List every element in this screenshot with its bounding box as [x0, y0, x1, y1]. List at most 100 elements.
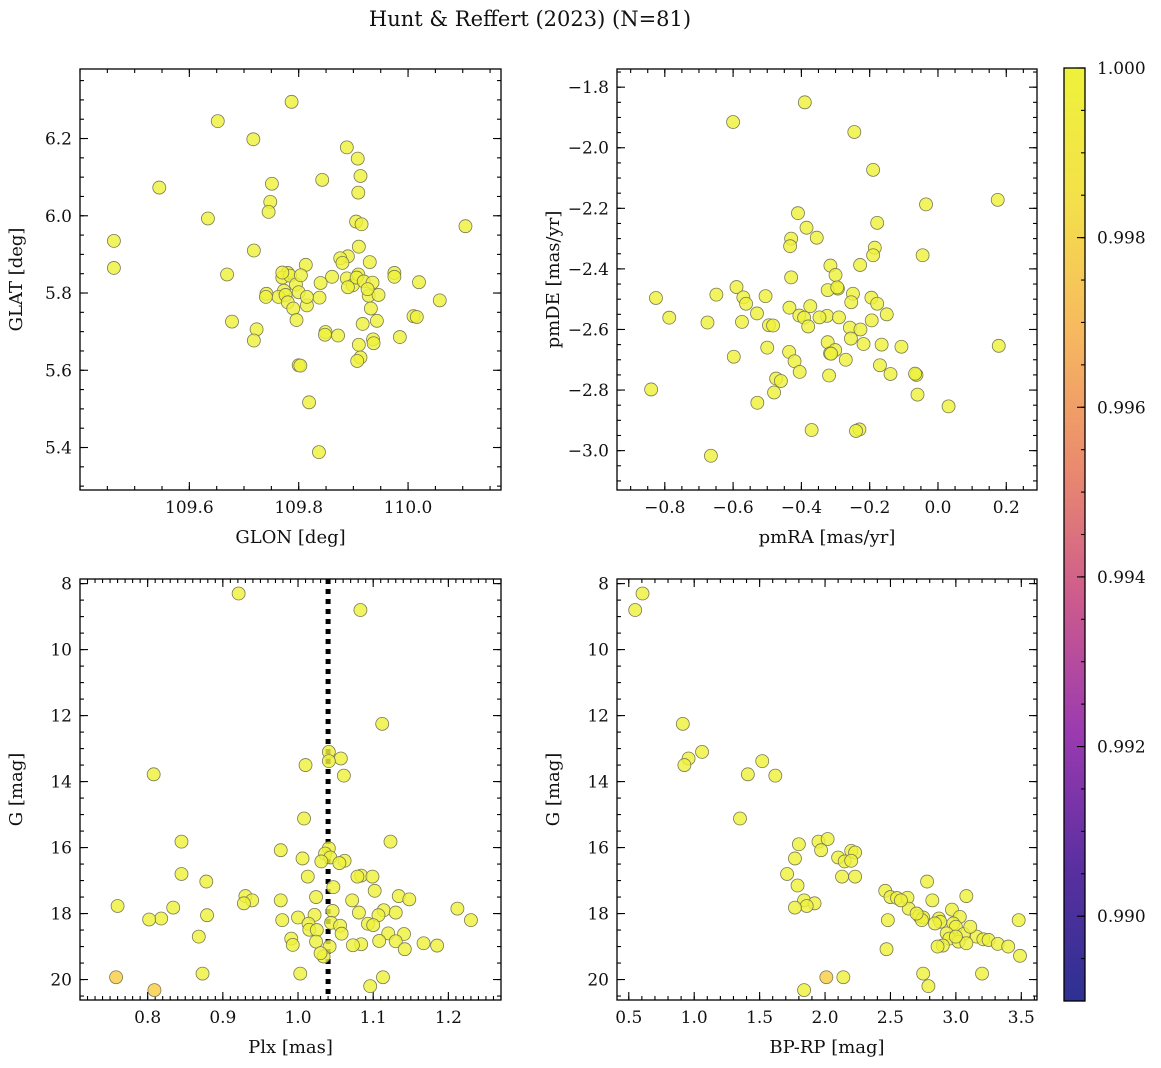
- data-point: [832, 310, 846, 325]
- data-point: [782, 300, 797, 315]
- x-tick-label: 1.5: [746, 1008, 773, 1028]
- data-point: [366, 918, 381, 933]
- data-point: [853, 322, 868, 337]
- data-point: [797, 95, 812, 110]
- y-tick-label: 12: [587, 707, 609, 727]
- data-point: [704, 448, 718, 463]
- data-point: [916, 966, 931, 981]
- data-point: [383, 834, 398, 849]
- data-point: [822, 368, 836, 383]
- panel-pm: −0.8 −0.6 −0.4 −0.2 0.0 0.2 −3.0 −2.8 −2.6 −2.4 −2…: [543, 68, 1038, 548]
- data-point: [1011, 913, 1026, 928]
- data-point: [990, 192, 1005, 207]
- data-point: [174, 834, 189, 849]
- data-point: [930, 939, 945, 954]
- data-point: [315, 172, 330, 187]
- y-tick-label: 5.8: [45, 284, 72, 304]
- data-point: [388, 934, 403, 949]
- colorbar-tick-label: 0.990: [1097, 907, 1146, 927]
- axes-frame: [79, 578, 502, 1001]
- data-point: [372, 934, 387, 948]
- data-point: [941, 399, 956, 414]
- data-point: [312, 290, 327, 305]
- y-tick-label: 16: [587, 839, 609, 859]
- data-point: [284, 94, 299, 109]
- data-point: [844, 853, 859, 868]
- data-point: [300, 869, 315, 884]
- x-tick-label: 2.5: [877, 1008, 904, 1028]
- y-axis-label: GLAT [deg]: [6, 228, 27, 332]
- colorbar-tick-label: 1.000: [1097, 59, 1146, 79]
- data-point: [351, 239, 366, 254]
- data-point: [801, 319, 816, 334]
- x-tick-label: 0.0: [924, 498, 951, 518]
- data-point: [365, 869, 380, 884]
- data-point: [298, 758, 313, 772]
- data-point: [430, 938, 444, 953]
- x-tick-label: 3.5: [1008, 1008, 1035, 1028]
- data-point: [325, 904, 340, 918]
- x-tick-label: 0.5: [615, 1008, 642, 1028]
- data-point: [788, 851, 802, 866]
- data-point: [919, 197, 933, 212]
- data-point: [635, 586, 650, 601]
- data-point: [352, 905, 366, 920]
- data-point: [360, 282, 375, 297]
- y-tick-label: 16: [50, 839, 72, 859]
- data-point: [959, 936, 974, 951]
- y-tick-label: 18: [50, 905, 72, 925]
- data-point: [925, 893, 940, 908]
- data-point: [894, 893, 908, 908]
- panel-plx-g: 0.8 0.9 1.0 1.1 1.2 8 10 12 14 16 18 20 Plx [mas] G […: [6, 575, 502, 1058]
- data-point: [799, 899, 814, 913]
- y-tick-label: −3.0: [568, 442, 609, 462]
- data-point: [828, 268, 843, 282]
- data-point: [844, 295, 859, 310]
- x-tick-label: 1.0: [681, 1008, 708, 1028]
- data-point: [628, 603, 643, 617]
- data-point: [273, 893, 288, 908]
- data-point: [662, 310, 677, 325]
- data-point: [709, 287, 724, 302]
- data-point: [341, 280, 355, 295]
- colorbar-frame: [1063, 67, 1086, 1002]
- data-point: [325, 269, 339, 284]
- data-point: [166, 900, 181, 915]
- data-point: [109, 970, 123, 985]
- x-axis-label: BP-RP [mag]: [769, 1037, 884, 1058]
- data-point: [309, 934, 323, 949]
- x-axis-label: pmRA [mas/yr]: [759, 527, 896, 548]
- data-point: [110, 899, 125, 913]
- x-tick-label: 1.1: [360, 1008, 387, 1028]
- data-point: [755, 754, 770, 769]
- data-point: [870, 215, 885, 230]
- data-point: [856, 337, 871, 351]
- data-point: [350, 869, 365, 884]
- data-point: [339, 140, 354, 155]
- data-point: [416, 936, 431, 951]
- data-point: [291, 910, 305, 925]
- data-point: [261, 205, 276, 219]
- data-point: [920, 874, 934, 889]
- data-point: [915, 248, 930, 263]
- data-point: [302, 395, 316, 410]
- data-point: [975, 966, 989, 981]
- data-point: [154, 911, 169, 926]
- data-point: [847, 125, 862, 139]
- data-point: [300, 289, 314, 304]
- data-point: [883, 367, 898, 381]
- x-tick-label: 2.0: [812, 1008, 839, 1028]
- data-point: [649, 291, 663, 305]
- x-tick-label: −0.6: [712, 498, 753, 518]
- data-point: [760, 340, 775, 355]
- data-point: [293, 268, 308, 283]
- y-axis-label: G [mag]: [6, 753, 27, 826]
- data-point: [768, 768, 783, 783]
- data-point: [844, 331, 858, 346]
- figure-title: Hunt & Reffert (2023) (N=81): [369, 7, 691, 31]
- x-tick-label: 0.9: [209, 1008, 236, 1028]
- data-point: [908, 366, 922, 381]
- data-point: [792, 364, 807, 379]
- data-point: [677, 758, 692, 772]
